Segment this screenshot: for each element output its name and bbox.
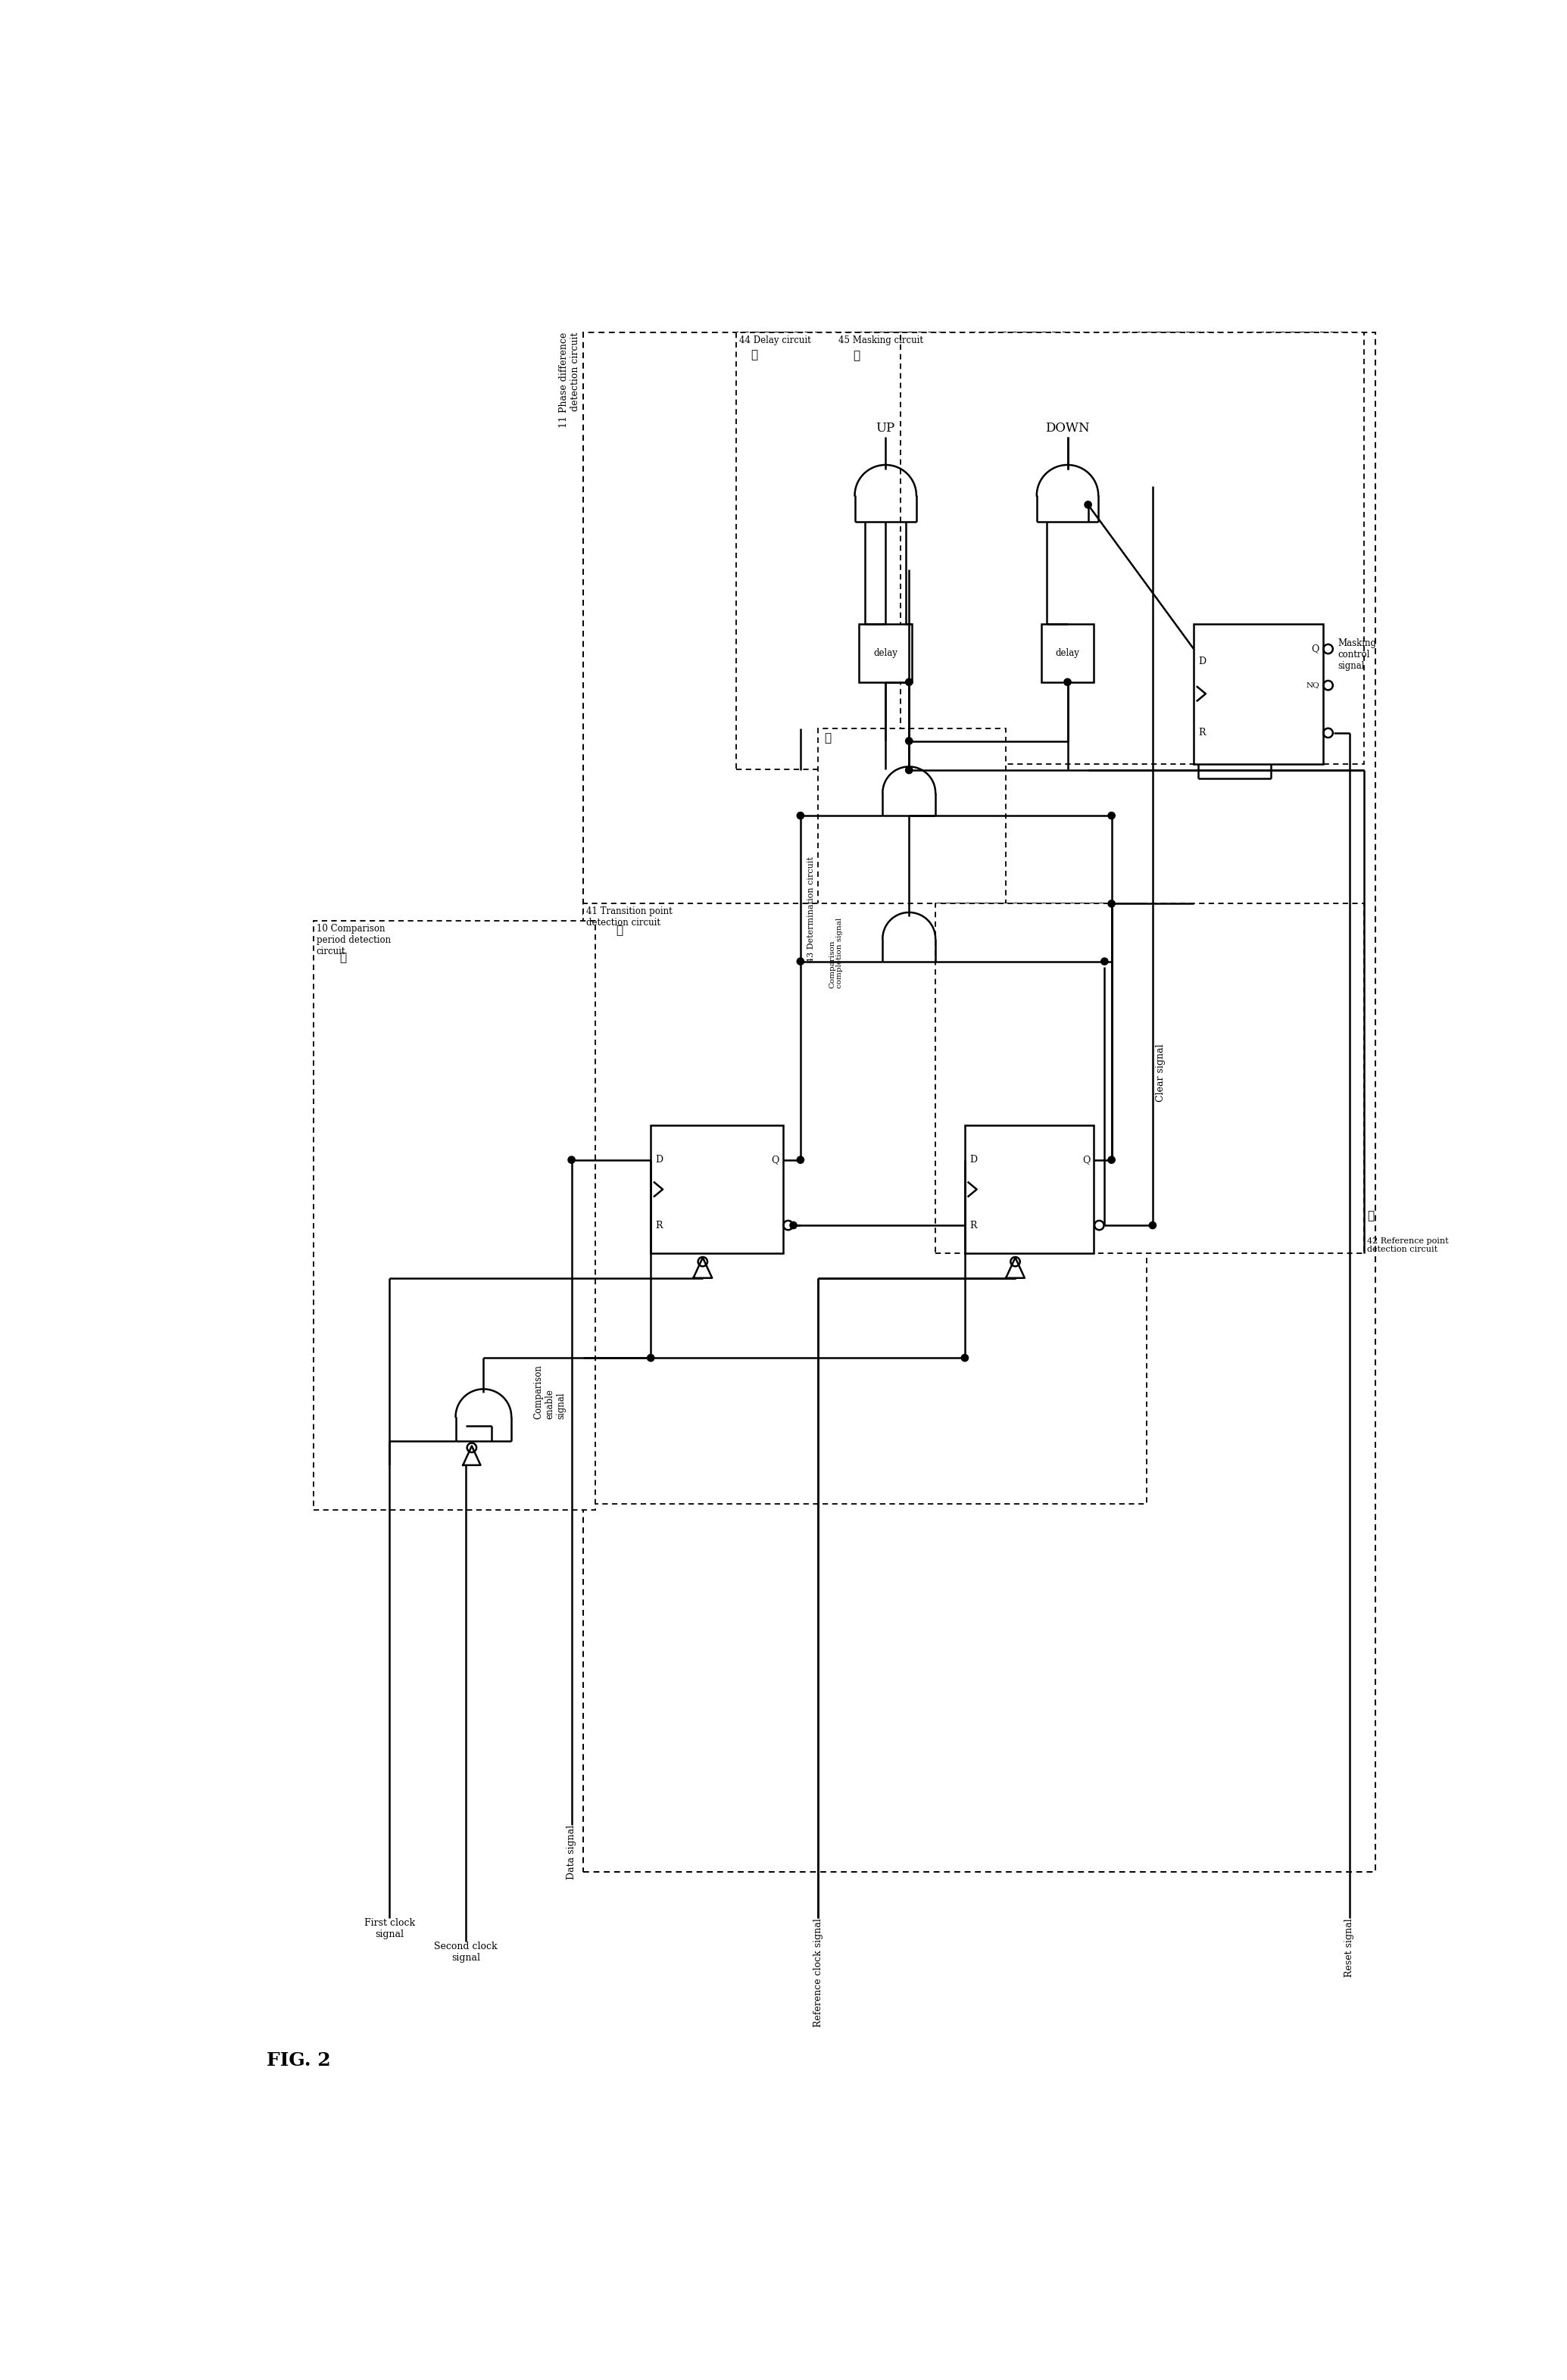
Circle shape	[1102, 957, 1108, 964]
Text: UP: UP	[876, 421, 895, 433]
Circle shape	[798, 812, 804, 819]
Bar	[313, 921, 595, 1509]
Circle shape	[798, 1157, 804, 1164]
Text: ∿: ∿	[854, 350, 860, 362]
Text: ∿: ∿	[824, 733, 831, 745]
Bar	[818, 728, 1006, 1090]
Text: Comparison
enable
signal: Comparison enable signal	[533, 1364, 566, 1418]
Text: 44 Delay circuit: 44 Delay circuit	[738, 336, 810, 345]
Text: D: D	[970, 1154, 978, 1164]
Text: ∿: ∿	[616, 926, 622, 935]
Text: ∿: ∿	[1366, 1211, 1374, 1221]
Bar	[1194, 624, 1323, 764]
Text: Reset signal: Reset signal	[1344, 1918, 1354, 1978]
Text: 10 Comparison
period detection
circuit: 10 Comparison period detection circuit	[317, 923, 390, 957]
Circle shape	[961, 1354, 968, 1361]
Circle shape	[1108, 812, 1116, 819]
Bar	[859, 624, 912, 683]
Circle shape	[906, 678, 912, 685]
Text: NQ: NQ	[1305, 683, 1319, 688]
Circle shape	[1084, 502, 1092, 509]
Circle shape	[790, 1221, 798, 1228]
Circle shape	[1108, 900, 1116, 907]
Bar	[835, 333, 1363, 764]
Text: ∿: ∿	[751, 350, 757, 359]
Text: R: R	[1199, 728, 1205, 738]
Text: Clear signal: Clear signal	[1155, 1045, 1166, 1102]
Circle shape	[906, 766, 912, 774]
Circle shape	[1108, 1157, 1116, 1164]
Text: R: R	[970, 1221, 976, 1230]
Circle shape	[798, 957, 804, 964]
Text: delay: delay	[873, 647, 898, 657]
Text: 42 Reference point
detection circuit: 42 Reference point detection circuit	[1366, 1238, 1448, 1254]
Bar	[583, 904, 1147, 1504]
Circle shape	[567, 1157, 575, 1164]
Text: D: D	[1199, 657, 1207, 666]
Text: 11 Phase difference
detection circuit: 11 Phase difference detection circuit	[559, 333, 580, 428]
Circle shape	[906, 738, 912, 745]
Text: delay: delay	[1056, 647, 1080, 657]
Text: Q: Q	[1312, 645, 1319, 654]
Text: R: R	[655, 1221, 663, 1230]
Text: Q: Q	[1083, 1154, 1091, 1164]
Bar	[965, 1126, 1094, 1254]
Bar	[583, 333, 1376, 1871]
Bar	[650, 1126, 784, 1254]
Text: Reference clock signal: Reference clock signal	[813, 1918, 823, 2028]
Bar	[736, 333, 899, 769]
Text: 41 Transition point
detection circuit: 41 Transition point detection circuit	[586, 907, 672, 928]
Text: First clock
signal: First clock signal	[364, 1918, 415, 1940]
Text: Second clock
signal: Second clock signal	[434, 1942, 498, 1963]
Text: Data signal: Data signal	[567, 1825, 577, 1880]
Circle shape	[647, 1354, 655, 1361]
Text: DOWN: DOWN	[1045, 421, 1089, 433]
Bar	[935, 904, 1363, 1254]
Text: Q: Q	[771, 1154, 779, 1164]
Text: Comparison
completion signal: Comparison completion signal	[829, 919, 843, 988]
Text: D: D	[655, 1154, 663, 1164]
Text: ∿: ∿	[340, 952, 346, 964]
Circle shape	[1149, 1221, 1156, 1228]
Text: 45 Masking circuit: 45 Masking circuit	[838, 336, 923, 345]
Circle shape	[1064, 678, 1070, 685]
Text: 43 Determination circuit: 43 Determination circuit	[807, 857, 815, 962]
Text: FIG. 2: FIG. 2	[266, 2052, 331, 2071]
Bar	[1040, 624, 1094, 683]
Text: Masking
control
signal: Masking control signal	[1338, 638, 1376, 671]
